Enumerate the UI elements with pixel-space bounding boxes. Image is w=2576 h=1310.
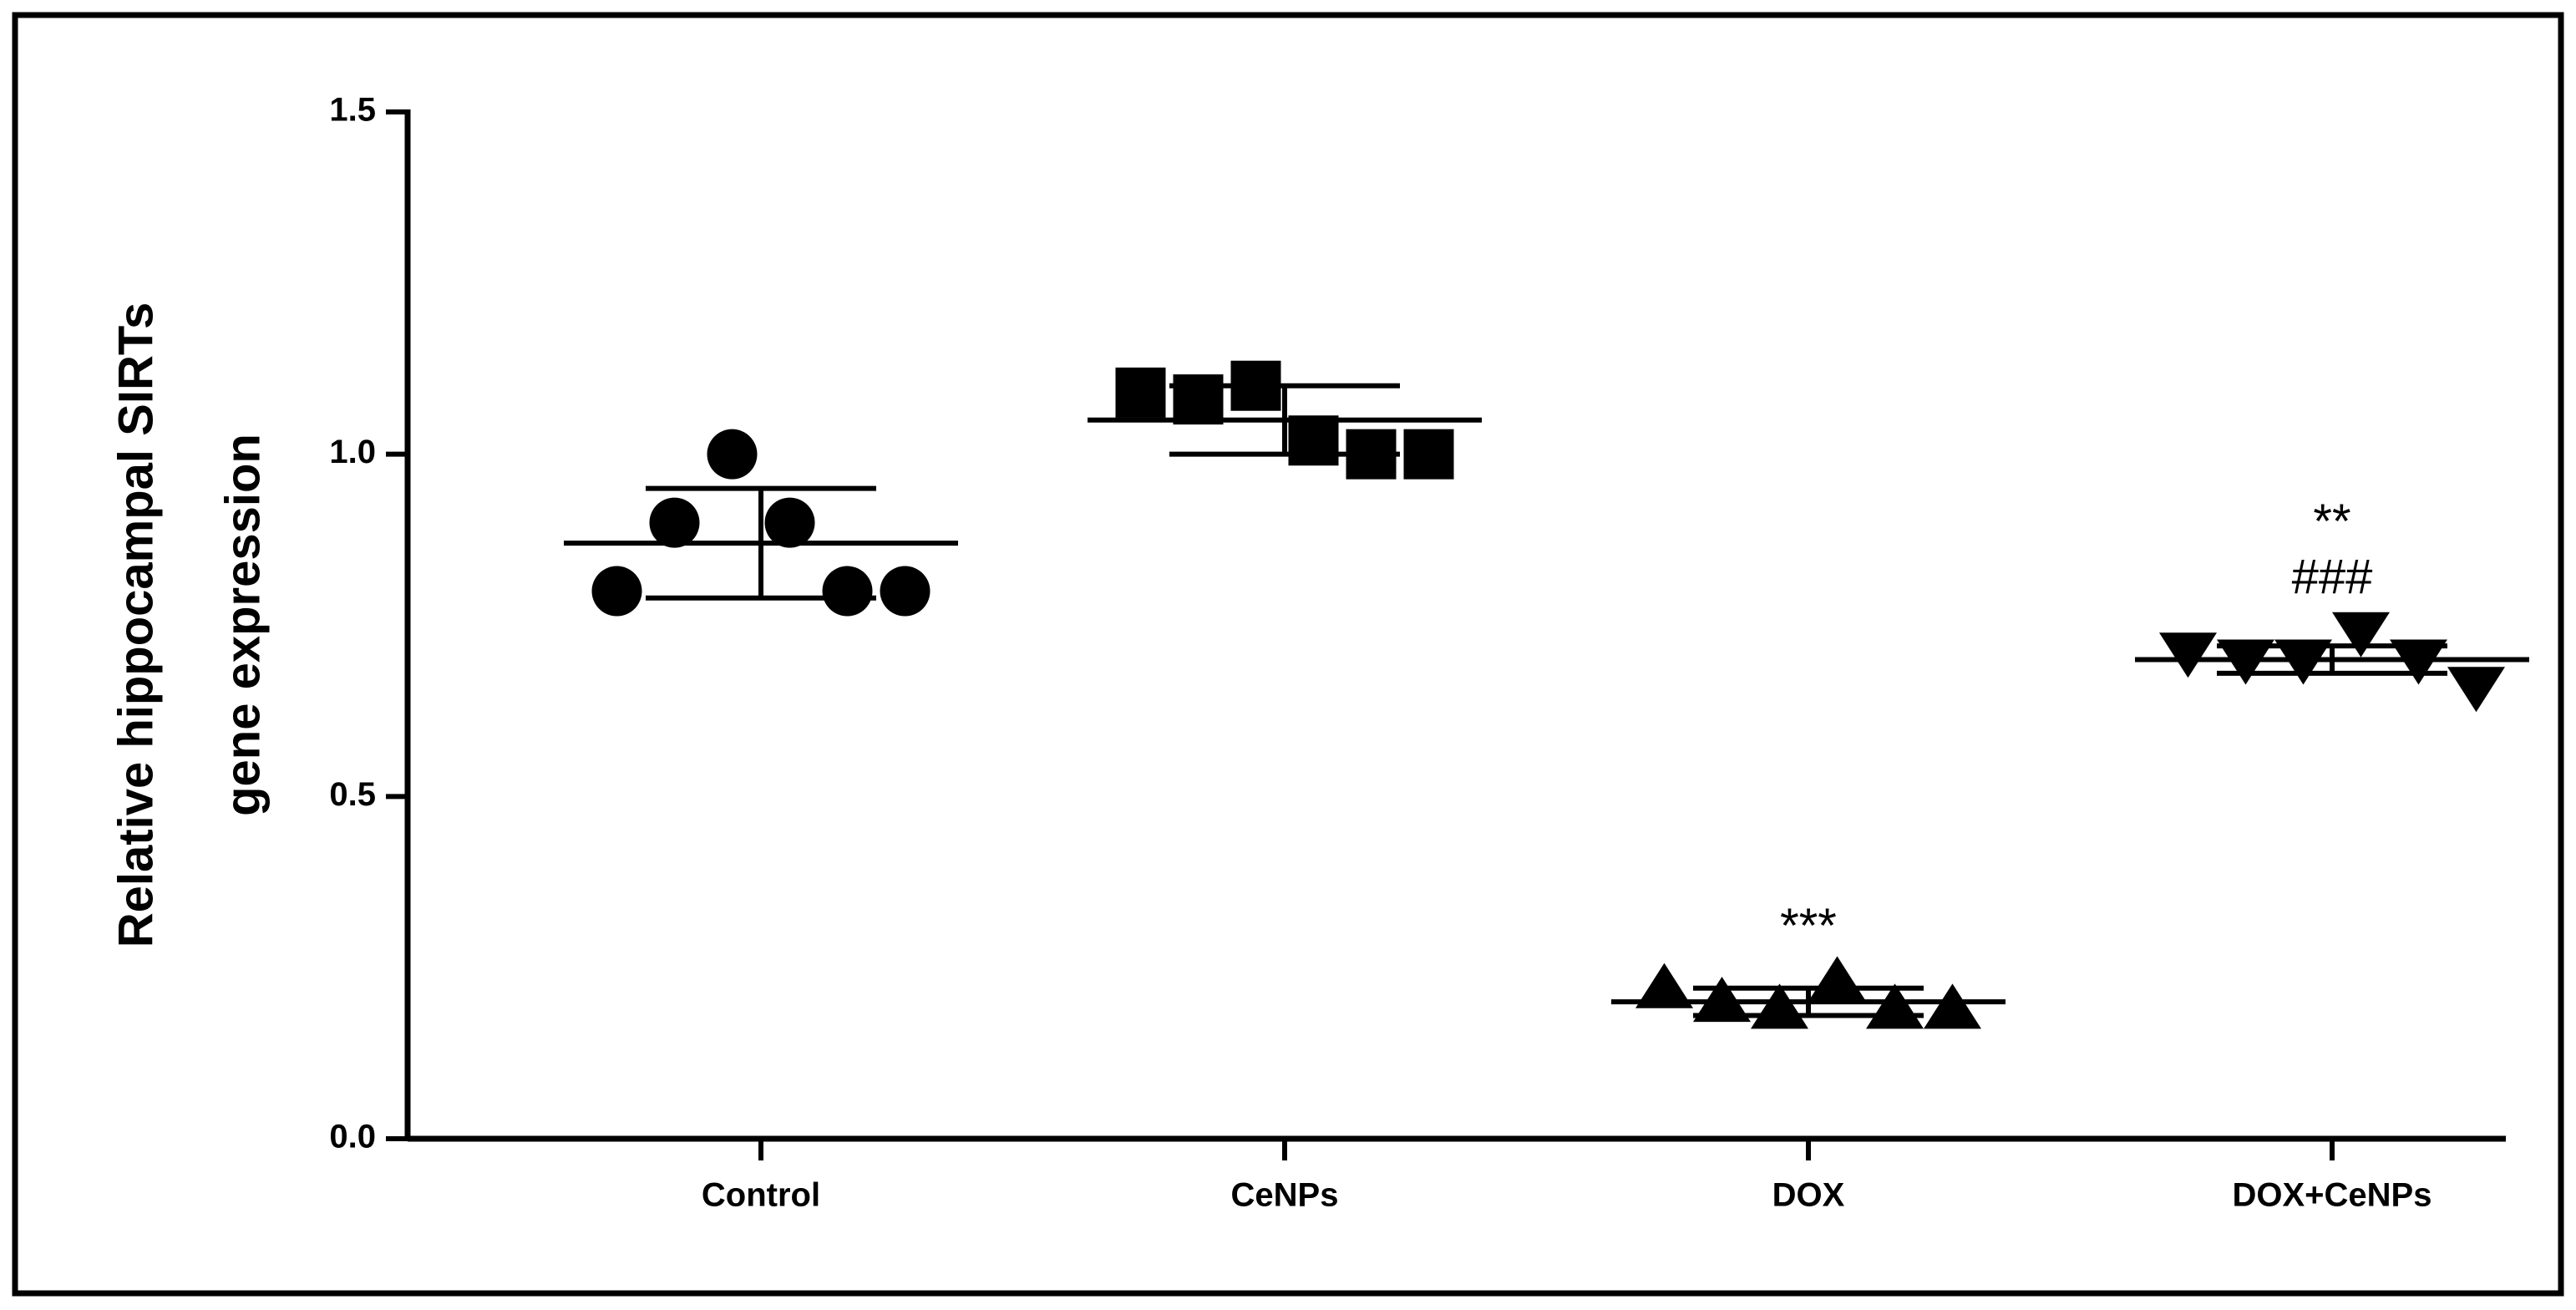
dot <box>822 566 873 617</box>
dot <box>1924 983 1981 1029</box>
dot <box>707 429 758 480</box>
y-axis-label: Relative hippocampal SIRTs <box>109 302 163 947</box>
dot <box>2159 632 2217 678</box>
significance-label: ### <box>2292 550 2373 604</box>
significance-label: ** <box>2313 495 2350 549</box>
y-tick-label: 1.5 <box>329 92 376 129</box>
frame <box>12 12 2564 1297</box>
dot <box>880 566 931 617</box>
dot <box>1115 367 1166 418</box>
dot <box>649 497 700 548</box>
y-axis-label: gene expression <box>216 434 270 816</box>
dot <box>764 497 815 548</box>
dot <box>1173 374 1224 425</box>
dot <box>591 566 642 617</box>
y-tick-label: 1.0 <box>329 434 376 470</box>
x-tick-label: DOX+CeNPs <box>2233 1177 2432 1214</box>
y-tick-label: 0.5 <box>329 776 376 813</box>
dot <box>2332 612 2390 658</box>
y-tick-label: 0.0 <box>329 1119 376 1155</box>
dot <box>1635 962 1693 1008</box>
x-tick-label: DOX <box>1772 1177 1845 1214</box>
x-tick-label: Control <box>702 1177 820 1214</box>
x-tick-label: CeNPs <box>1231 1177 1339 1214</box>
dot <box>1808 956 1866 1002</box>
significance-label: *** <box>1780 899 1837 953</box>
dot <box>1288 415 1339 466</box>
dot <box>2447 667 2505 713</box>
dot <box>1403 429 1454 480</box>
